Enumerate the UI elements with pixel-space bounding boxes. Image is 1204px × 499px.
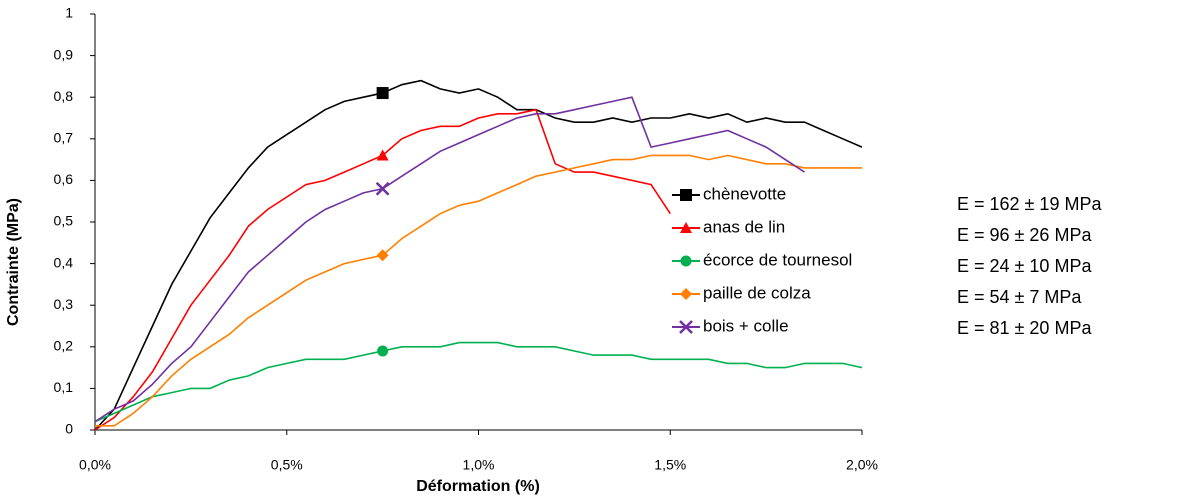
legend-marker xyxy=(680,222,692,233)
annotation: E = 54 ± 7 MPa xyxy=(957,287,1082,307)
y-tick-label: 0,1 xyxy=(54,379,74,395)
legend-marker xyxy=(680,255,692,267)
y-axis-title: Contrainte (MPa) xyxy=(5,198,22,326)
x-tick-label: 0,5% xyxy=(271,457,303,473)
annotation: E = 162 ± 19 MPa xyxy=(957,194,1102,214)
y-tick-label: 1 xyxy=(65,5,73,21)
x-tick-label: 0,0% xyxy=(79,457,111,473)
y-tick-label: 0,4 xyxy=(54,254,74,270)
y-tick-label: 0,2 xyxy=(54,338,74,354)
y-tick-label: 0,8 xyxy=(54,88,74,104)
series-line xyxy=(94,79,863,431)
legend-marker xyxy=(680,288,692,300)
series-marker xyxy=(377,345,389,357)
y-tick-label: 0 xyxy=(65,421,73,437)
x-tick-label: 2,0% xyxy=(846,457,878,473)
legend-label: bois + colle xyxy=(703,316,789,335)
y-tick-label: 0,5 xyxy=(54,213,74,229)
legend-label: anas de lin xyxy=(703,217,785,236)
y-tick-label: 0,3 xyxy=(54,296,74,312)
series-marker xyxy=(375,181,390,196)
annotation: E = 81 ± 20 MPa xyxy=(957,318,1092,338)
series-line xyxy=(94,96,805,423)
y-tick-label: 0,6 xyxy=(54,171,74,187)
legend-label: écorce de tournesol xyxy=(703,250,852,269)
x-tick-label: 1,0% xyxy=(463,457,495,473)
x-axis-title: Déformation (%) xyxy=(416,478,540,495)
legend-label: paille de colza xyxy=(703,283,811,302)
legend-label: chènevotte xyxy=(703,184,786,203)
series-marker xyxy=(376,149,389,161)
x-tick-label: 1,5% xyxy=(654,457,686,473)
annotation: E = 96 ± 26 MPa xyxy=(957,225,1092,245)
legend-marker xyxy=(679,320,693,334)
y-tick-label: 0,7 xyxy=(54,130,74,146)
series-marker xyxy=(376,249,389,262)
annotation: E = 24 ± 10 MPa xyxy=(957,256,1092,276)
series-line xyxy=(95,154,862,427)
series-line xyxy=(94,341,863,423)
series-marker xyxy=(376,87,389,100)
legend-marker xyxy=(680,189,692,201)
y-tick-label: 0,9 xyxy=(54,46,74,62)
